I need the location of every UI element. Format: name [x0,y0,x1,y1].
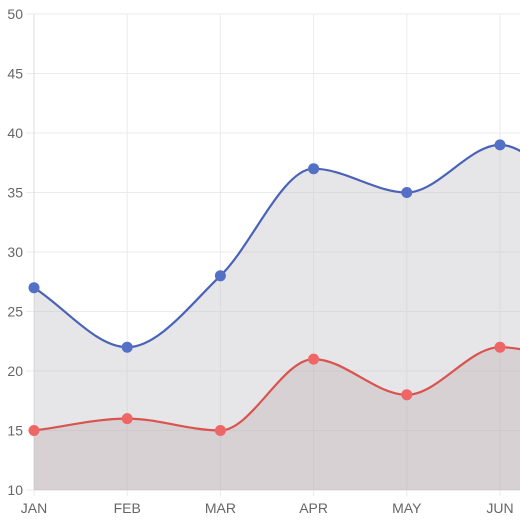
series-2-point [28,425,40,436]
series-1-point [121,341,133,353]
series-2-area [34,347,520,490]
y-tick-label: 20 [7,363,23,379]
series-2-point [308,353,320,365]
y-tick-label: 25 [7,304,23,320]
y-tick-label: 50 [7,6,23,22]
area-fills [34,144,520,490]
y-tick-label: 15 [7,423,23,439]
x-tick-label: FEB [114,500,141,516]
series-1-area [34,144,520,490]
y-tick-label: 45 [7,66,23,82]
x-axis-ticks: JAN FEB MAR APR MAY JUN [21,500,514,516]
series-2-point [494,341,506,353]
x-tick-label: JAN [21,500,47,516]
series-2-point [121,413,133,425]
y-tick-label: 40 [7,125,23,141]
x-tick-label: MAR [205,500,236,516]
x-tick-label: APR [299,500,328,516]
y-tick-label: 35 [7,185,23,201]
y-tick-label: 30 [7,244,23,260]
y-axis-ticks: 10 15 20 25 30 35 40 45 50 [7,6,23,498]
series-points [28,139,506,436]
y-tick-label: 10 [7,482,23,498]
x-tick-label: MAY [392,500,422,516]
series-1-point [494,139,506,151]
series-1-point [28,282,40,294]
series-2-point [214,425,226,436]
series-1-point [401,187,413,198]
x-tick-label: JUN [486,500,513,516]
series-1-point [308,163,320,175]
grid [26,13,520,496]
series-1-point [214,270,226,282]
series-2-point [401,389,413,401]
